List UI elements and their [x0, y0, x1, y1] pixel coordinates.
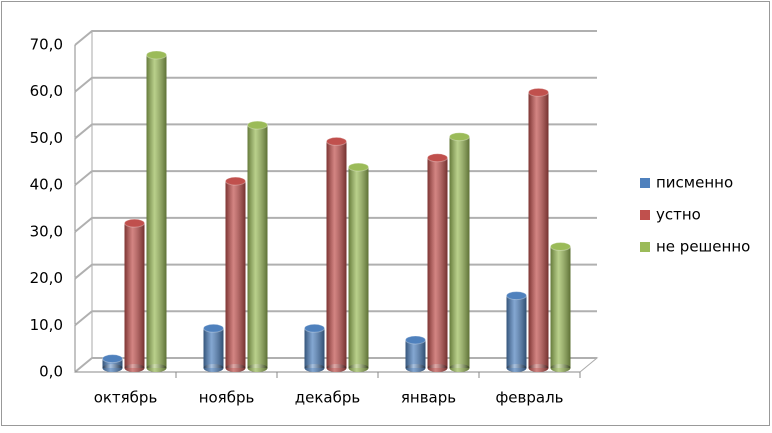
bar — [304, 323, 325, 372]
bar — [348, 162, 369, 372]
legend-swatch — [640, 178, 650, 188]
bar — [326, 136, 347, 372]
bar — [203, 323, 224, 372]
legend-swatch — [640, 210, 650, 220]
bar — [405, 335, 426, 372]
bar — [124, 218, 145, 372]
y-tick-label: 0,0 — [39, 363, 63, 381]
legend-label: устно — [656, 206, 701, 224]
y-tick-label: 30,0 — [30, 222, 63, 240]
bar — [225, 176, 246, 372]
bar — [102, 354, 123, 372]
x-tick-label: ноябрь — [199, 389, 255, 407]
grid-line — [74, 123, 597, 140]
grid-line — [74, 76, 597, 93]
x-tick-label: октябрь — [94, 389, 158, 407]
legend-swatch — [640, 242, 650, 252]
y-tick-label: 10,0 — [30, 316, 63, 334]
bar — [550, 242, 571, 372]
y-tick-label: 60,0 — [30, 82, 63, 100]
x-tick-label: декабрь — [295, 389, 360, 407]
bar — [528, 87, 549, 372]
y-tick-label: 50,0 — [30, 129, 63, 147]
y-tick-label: 40,0 — [30, 176, 63, 194]
x-tick-label: февраль — [495, 389, 563, 407]
grid-line — [74, 30, 597, 46]
bar — [247, 120, 268, 372]
bar — [506, 291, 527, 372]
y-tick-label: 70,0 — [30, 36, 63, 54]
bar — [449, 132, 470, 372]
legend-label: писменно — [656, 174, 733, 192]
bar — [427, 153, 448, 372]
y-tick-label: 20,0 — [30, 269, 63, 287]
legend-label: не решенно — [656, 238, 750, 256]
bar — [146, 50, 167, 372]
x-tick-label: январь — [401, 389, 456, 407]
